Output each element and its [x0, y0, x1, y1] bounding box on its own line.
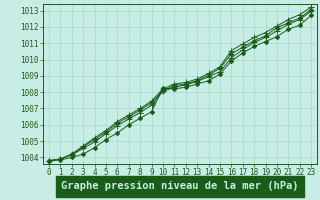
X-axis label: Graphe pression niveau de la mer (hPa): Graphe pression niveau de la mer (hPa) — [61, 181, 299, 191]
